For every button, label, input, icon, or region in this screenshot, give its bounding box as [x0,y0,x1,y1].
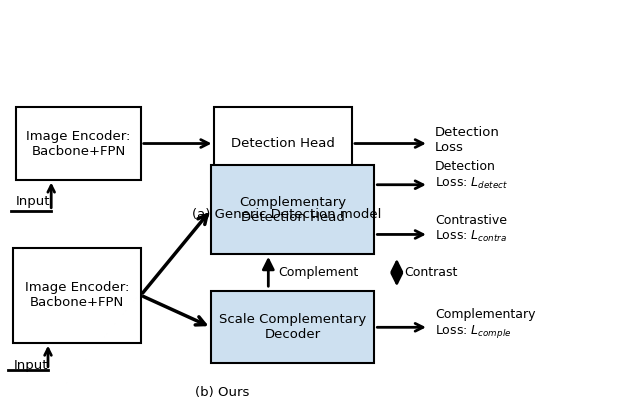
FancyBboxPatch shape [214,107,352,180]
Text: Image Encoder:
Bacbone+FPN: Image Encoder: Bacbone+FPN [26,130,131,157]
Text: Complementary
Loss: $L_{comple}$: Complementary Loss: $L_{comple}$ [435,308,536,340]
Text: Input: Input [15,195,50,208]
Text: Image Encoder:
Bacbone+FPN: Image Encoder: Bacbone+FPN [24,281,129,309]
Text: Detection
Loss: Detection Loss [435,126,500,154]
Text: (a) Generic Detection model: (a) Generic Detection model [192,208,381,221]
Text: (b) Ours: (b) Ours [195,386,250,399]
Text: Contrastive
Loss: $L_{contra}$: Contrastive Loss: $L_{contra}$ [435,214,508,244]
FancyBboxPatch shape [13,248,141,343]
Text: Complementary
Detection Head: Complementary Detection Head [239,196,346,223]
Text: Contrast: Contrast [404,266,458,279]
Text: Detection
Loss: $L_{detect}$: Detection Loss: $L_{detect}$ [435,160,508,191]
Text: Scale Complementary
Decoder: Scale Complementary Decoder [219,313,367,341]
FancyBboxPatch shape [16,107,141,180]
FancyBboxPatch shape [211,165,374,254]
Text: Input: Input [14,359,49,373]
Text: Detection Head: Detection Head [231,137,335,150]
FancyBboxPatch shape [211,291,374,363]
Text: Complement: Complement [278,266,358,279]
